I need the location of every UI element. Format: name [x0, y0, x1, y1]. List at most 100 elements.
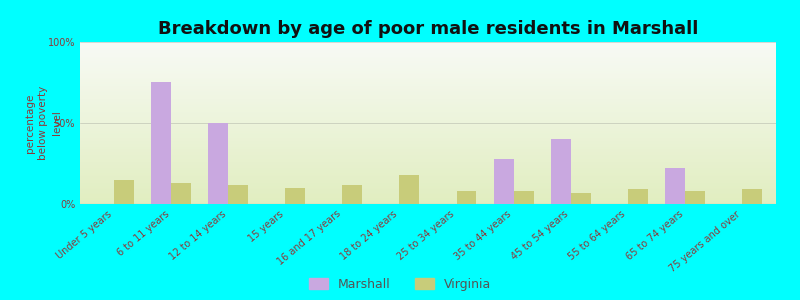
Bar: [228, 184, 248, 204]
Bar: [80, 118, 776, 120]
Bar: [80, 99, 776, 100]
Bar: [80, 70, 776, 71]
Bar: [80, 188, 776, 189]
Bar: [80, 151, 776, 152]
Bar: [80, 50, 776, 52]
Bar: [80, 58, 776, 60]
Bar: [208, 123, 228, 204]
Bar: [80, 197, 776, 199]
Bar: [80, 159, 776, 160]
Bar: [80, 66, 776, 68]
Bar: [80, 92, 776, 94]
Bar: [514, 191, 534, 204]
Bar: [80, 100, 776, 102]
Bar: [80, 84, 776, 86]
Bar: [80, 168, 776, 170]
Bar: [80, 202, 776, 204]
Bar: [80, 170, 776, 172]
Bar: [80, 173, 776, 175]
Bar: [286, 188, 306, 204]
Bar: [114, 180, 134, 204]
Bar: [80, 178, 776, 180]
Bar: [80, 95, 776, 97]
Bar: [570, 193, 590, 204]
Bar: [80, 113, 776, 115]
Bar: [494, 159, 514, 204]
Bar: [80, 175, 776, 176]
Bar: [80, 103, 776, 105]
Bar: [80, 167, 776, 168]
Bar: [80, 68, 776, 70]
Bar: [80, 73, 776, 74]
Bar: [80, 86, 776, 87]
Bar: [80, 131, 776, 133]
Bar: [80, 44, 776, 45]
Bar: [80, 183, 776, 184]
Bar: [80, 91, 776, 92]
Bar: [80, 149, 776, 151]
Bar: [80, 201, 776, 203]
Bar: [80, 112, 776, 113]
Bar: [80, 142, 776, 144]
Bar: [80, 133, 776, 134]
Bar: [80, 184, 776, 186]
Bar: [80, 141, 776, 142]
Bar: [80, 107, 776, 108]
Bar: [80, 47, 776, 49]
Bar: [80, 154, 776, 155]
Bar: [80, 45, 776, 47]
Bar: [80, 60, 776, 61]
Bar: [80, 76, 776, 78]
Bar: [80, 74, 776, 76]
Bar: [80, 116, 776, 118]
Bar: [80, 138, 776, 139]
Bar: [80, 81, 776, 82]
Bar: [80, 52, 776, 53]
Bar: [80, 130, 776, 131]
Bar: [80, 146, 776, 147]
Bar: [80, 191, 776, 193]
Bar: [80, 164, 776, 165]
Bar: [80, 78, 776, 79]
Bar: [80, 180, 776, 181]
Bar: [80, 196, 776, 197]
Bar: [80, 199, 776, 201]
Bar: [80, 162, 776, 164]
Bar: [80, 87, 776, 89]
Bar: [80, 123, 776, 124]
Bar: [80, 49, 776, 50]
Bar: [665, 168, 685, 204]
Bar: [80, 189, 776, 191]
Bar: [80, 57, 776, 58]
Bar: [742, 189, 762, 204]
Bar: [80, 136, 776, 138]
Bar: [80, 128, 776, 130]
Bar: [80, 97, 776, 99]
Bar: [80, 122, 776, 123]
Bar: [80, 194, 776, 196]
Bar: [80, 120, 776, 122]
Bar: [80, 160, 776, 162]
Bar: [80, 126, 776, 128]
Bar: [80, 193, 776, 194]
Bar: [80, 165, 776, 167]
Bar: [80, 94, 776, 95]
Bar: [80, 42, 776, 44]
Bar: [80, 89, 776, 91]
Bar: [685, 191, 705, 204]
Bar: [80, 144, 776, 146]
Bar: [80, 157, 776, 159]
Bar: [80, 55, 776, 57]
Bar: [457, 191, 477, 204]
Bar: [80, 105, 776, 107]
Bar: [80, 115, 776, 116]
Title: Breakdown by age of poor male residents in Marshall: Breakdown by age of poor male residents …: [158, 20, 698, 38]
Bar: [80, 65, 776, 66]
Bar: [80, 124, 776, 126]
Bar: [342, 184, 362, 204]
Bar: [80, 147, 776, 149]
Bar: [80, 176, 776, 178]
Bar: [80, 134, 776, 136]
Bar: [80, 82, 776, 84]
Bar: [80, 186, 776, 188]
